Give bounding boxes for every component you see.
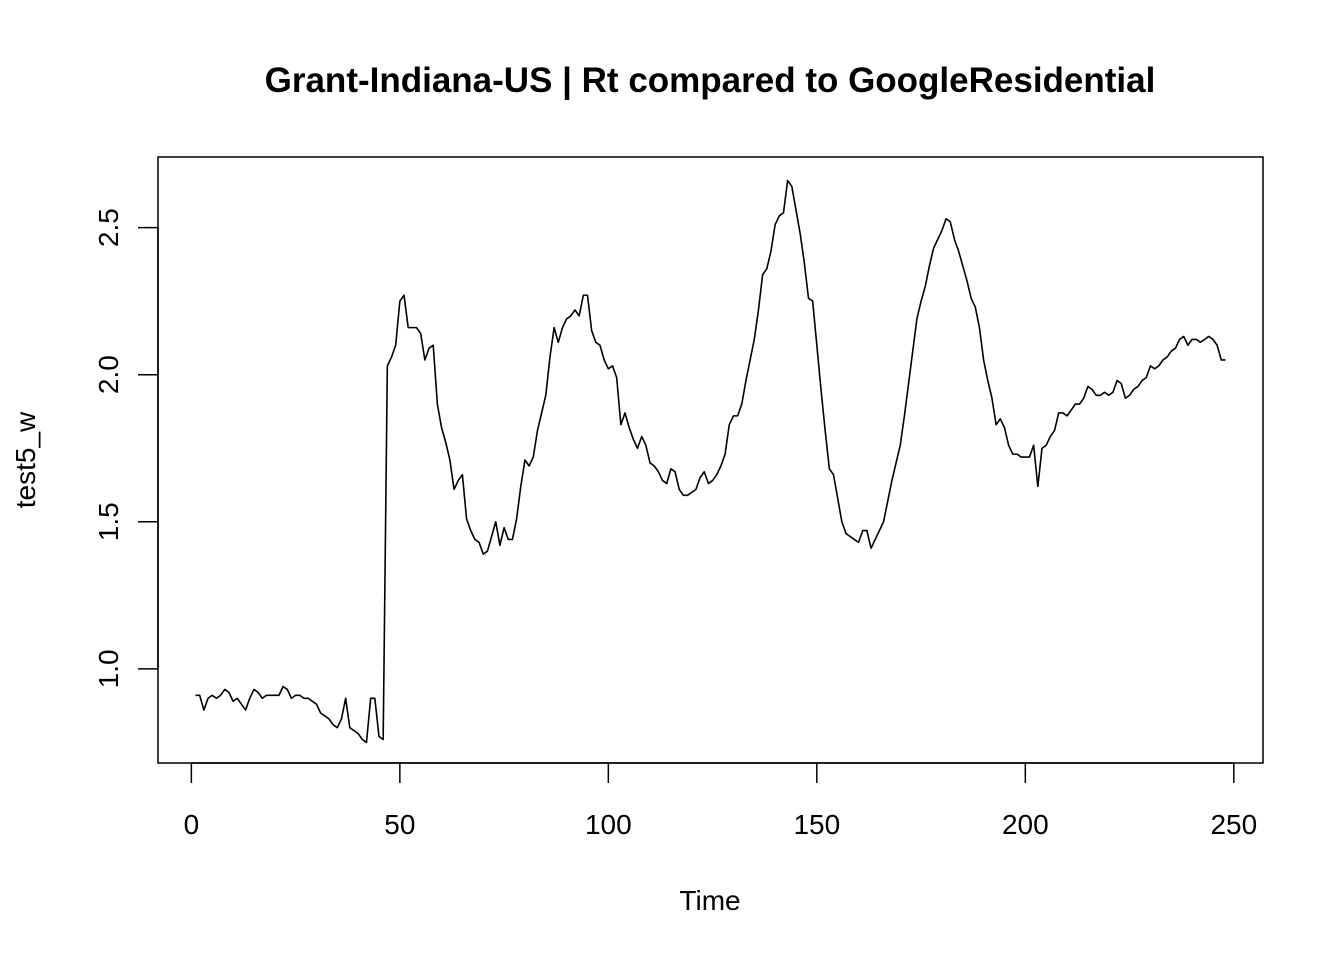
y-axis: 1.0 1.5 2.0 2.5 — [93, 208, 159, 688]
y-tick-label: 2.0 — [93, 355, 124, 394]
y-tick-label: 2.5 — [93, 208, 124, 247]
y-tick-label: 1.5 — [93, 502, 124, 541]
x-tick-label: 200 — [1002, 809, 1049, 840]
x-tick-label: 50 — [384, 809, 415, 840]
y-axis-label: test5_w — [10, 411, 41, 508]
x-axis-label: Time — [679, 885, 740, 916]
chart-title: Grant-Indiana-US | Rt compared to Google… — [265, 61, 1156, 100]
plot-frame — [157, 156, 1264, 764]
x-tick-label: 150 — [793, 809, 840, 840]
x-tick-label: 0 — [184, 809, 200, 840]
x-tick-label: 100 — [585, 809, 632, 840]
y-tick-label: 1.0 — [93, 649, 124, 688]
x-axis: 0 50 100 150 200 250 — [184, 762, 1257, 840]
x-tick-label: 250 — [1210, 809, 1257, 840]
series-line-test5-w — [195, 179, 1226, 744]
